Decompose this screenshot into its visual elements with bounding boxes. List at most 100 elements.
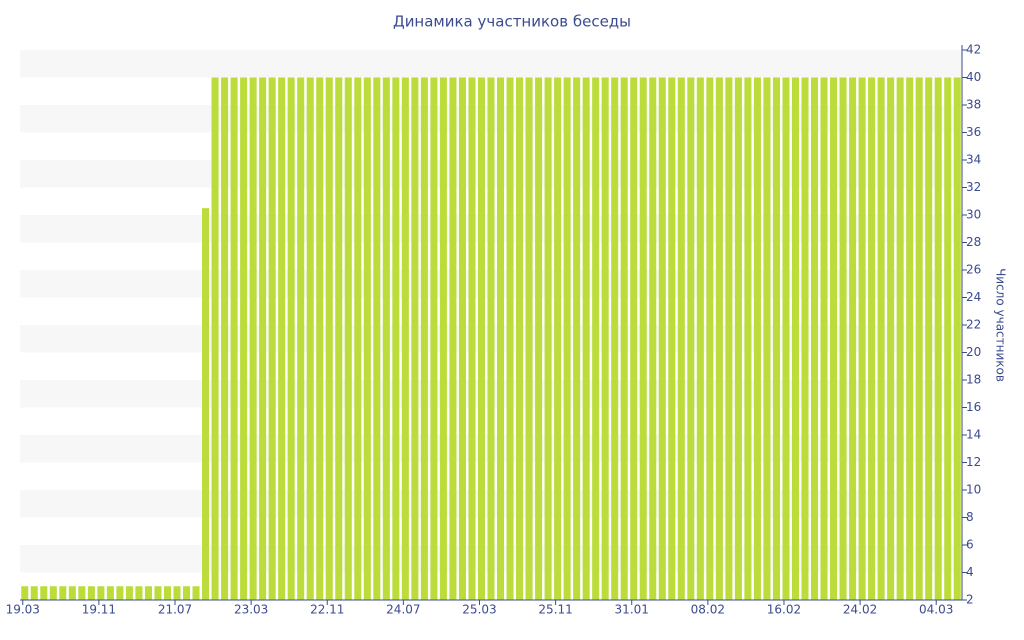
y-tick-label: 12 bbox=[966, 455, 981, 469]
bar bbox=[830, 77, 838, 600]
bar bbox=[535, 77, 543, 600]
bar bbox=[763, 77, 771, 600]
y-tick-label: 18 bbox=[966, 373, 981, 387]
chart-title: Динамика участников беседы bbox=[393, 13, 631, 31]
y-tick-label: 26 bbox=[966, 263, 981, 277]
bar bbox=[639, 77, 647, 600]
x-tick-label: 19.03 bbox=[6, 603, 40, 617]
bar bbox=[791, 77, 800, 600]
y-tick-label: 36 bbox=[966, 125, 981, 139]
y-tick-label: 22 bbox=[966, 318, 981, 332]
bar bbox=[554, 77, 562, 600]
bar bbox=[468, 77, 476, 600]
bar bbox=[268, 77, 276, 600]
y-tick-label: 38 bbox=[966, 98, 981, 112]
y-tick-label: 24 bbox=[966, 290, 981, 304]
bar bbox=[287, 77, 295, 600]
bar bbox=[278, 77, 286, 600]
bar bbox=[316, 77, 324, 600]
bar bbox=[182, 586, 191, 600]
bar bbox=[611, 77, 619, 600]
y-tick-label: 40 bbox=[966, 70, 981, 84]
x-tick-label: 04.03 bbox=[919, 603, 953, 617]
bar bbox=[259, 77, 267, 600]
y-tick-label: 4 bbox=[966, 565, 974, 579]
bar bbox=[87, 586, 95, 600]
bar bbox=[820, 77, 828, 600]
x-tick-label: 23.03 bbox=[234, 603, 268, 617]
bar bbox=[887, 77, 895, 600]
y-tick-label: 14 bbox=[966, 428, 981, 442]
bar bbox=[392, 77, 400, 600]
bar bbox=[420, 77, 428, 600]
y-tick-label: 32 bbox=[966, 180, 981, 194]
bar bbox=[906, 77, 914, 600]
bar bbox=[772, 77, 780, 600]
bar bbox=[592, 77, 600, 600]
bar bbox=[173, 586, 181, 600]
bar bbox=[525, 77, 533, 600]
bar bbox=[249, 77, 257, 600]
bar bbox=[382, 77, 390, 600]
bar bbox=[516, 77, 524, 600]
bar bbox=[59, 586, 67, 600]
bar bbox=[449, 77, 457, 600]
bar bbox=[458, 77, 466, 600]
bar bbox=[668, 77, 676, 600]
bar bbox=[801, 77, 809, 600]
x-tick-label: 19.11 bbox=[82, 603, 116, 617]
bar bbox=[135, 586, 143, 600]
y-tick-label: 20 bbox=[966, 345, 981, 359]
bar bbox=[506, 77, 514, 600]
bar bbox=[658, 77, 666, 600]
bar bbox=[297, 77, 305, 600]
bar bbox=[116, 586, 124, 600]
bar bbox=[953, 77, 961, 600]
bar bbox=[858, 77, 866, 600]
x-tick-label: 25.11 bbox=[538, 603, 572, 617]
bar bbox=[896, 77, 904, 600]
bar bbox=[335, 77, 343, 600]
bar bbox=[696, 77, 704, 600]
bar bbox=[477, 77, 486, 600]
bar bbox=[753, 77, 761, 600]
bar bbox=[325, 77, 333, 600]
y-tick-label: 30 bbox=[966, 208, 981, 222]
bar bbox=[68, 586, 76, 600]
bar bbox=[230, 77, 238, 600]
y-tick-label: 6 bbox=[966, 538, 974, 552]
bar bbox=[354, 77, 362, 600]
bar bbox=[487, 77, 495, 600]
y-tick-label: 34 bbox=[966, 153, 981, 167]
x-tick-label: 16.02 bbox=[767, 603, 801, 617]
bar bbox=[439, 77, 447, 600]
bar bbox=[401, 77, 409, 600]
bar bbox=[849, 77, 857, 600]
x-tick-label: 08.02 bbox=[691, 603, 725, 617]
x-tick-label: 24.02 bbox=[843, 603, 877, 617]
bar bbox=[430, 77, 438, 600]
bar bbox=[373, 77, 381, 600]
bar bbox=[877, 77, 885, 600]
bar bbox=[544, 77, 552, 600]
bar bbox=[496, 77, 505, 600]
bar bbox=[744, 77, 752, 600]
y-tick-label: 42 bbox=[966, 43, 981, 57]
y-tick-label: 10 bbox=[966, 483, 981, 497]
bar bbox=[687, 77, 695, 600]
y-tick-label: 28 bbox=[966, 235, 981, 249]
bar bbox=[782, 77, 790, 600]
grid-band bbox=[20, 50, 962, 78]
bar bbox=[240, 77, 248, 600]
bar bbox=[97, 586, 105, 600]
bar bbox=[810, 77, 819, 600]
x-tick-label: 24.07 bbox=[386, 603, 420, 617]
bar bbox=[106, 586, 114, 600]
bar bbox=[30, 586, 38, 600]
bar bbox=[649, 77, 657, 600]
bar bbox=[934, 77, 942, 600]
y-axis-label: Число участников bbox=[994, 268, 1008, 382]
bar bbox=[601, 77, 609, 600]
bar bbox=[868, 77, 876, 600]
bar bbox=[706, 77, 714, 600]
